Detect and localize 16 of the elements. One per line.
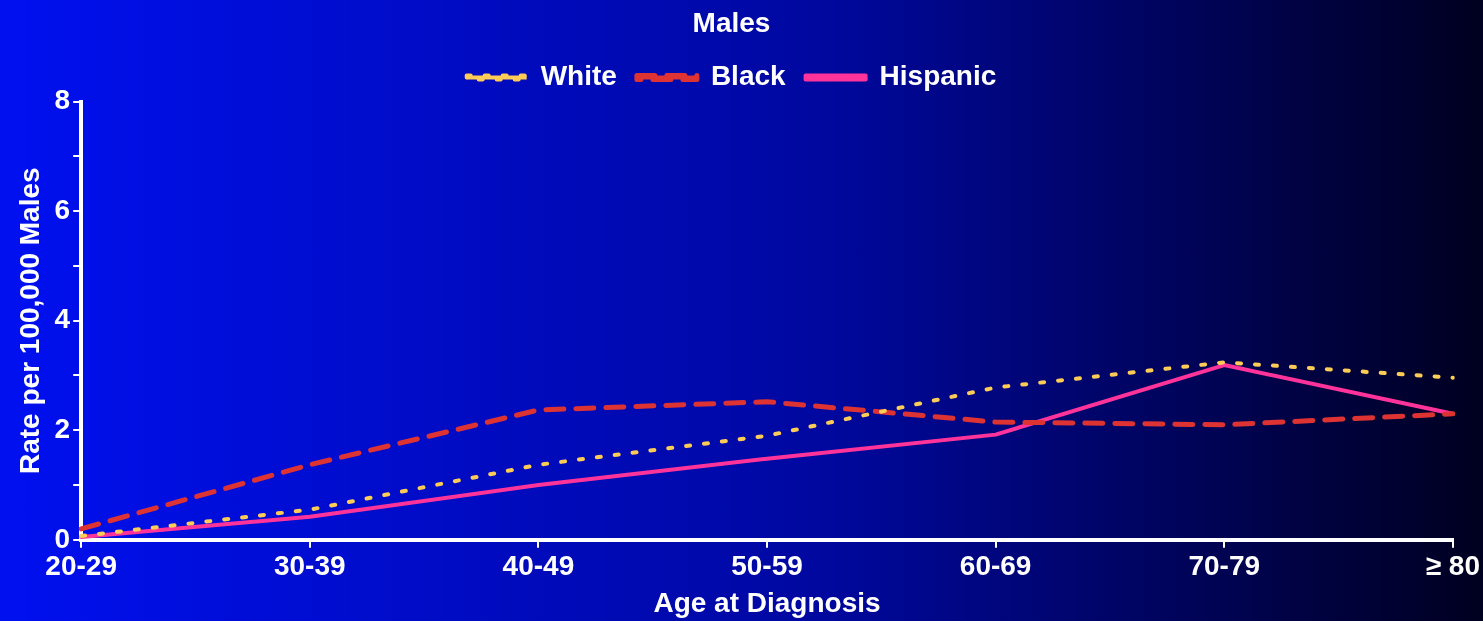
x-tick-label: 30-39 [273,550,346,582]
legend-label: Hispanic [879,60,997,92]
x-tick-label: 60-69 [959,550,1032,582]
legend-label: Black [710,60,787,92]
x-axis-title: Age at Diagnosis [653,586,881,618]
x-tick-label: 40-49 [502,550,575,582]
x-tick-label: 70-79 [1188,550,1261,582]
legend-title: Males [692,6,771,38]
y-tick-label: 8 [54,84,71,116]
y-tick-label: 2 [54,412,71,444]
y-tick-label: 6 [54,193,71,225]
x-tick-label: ≥ 80 [1425,550,1480,582]
legend-label: White [540,60,617,92]
x-tick-label: 50-59 [731,550,803,582]
y-axis-title: Rate per 100,000 Males [13,167,45,475]
y-tick-label: 4 [54,303,71,335]
